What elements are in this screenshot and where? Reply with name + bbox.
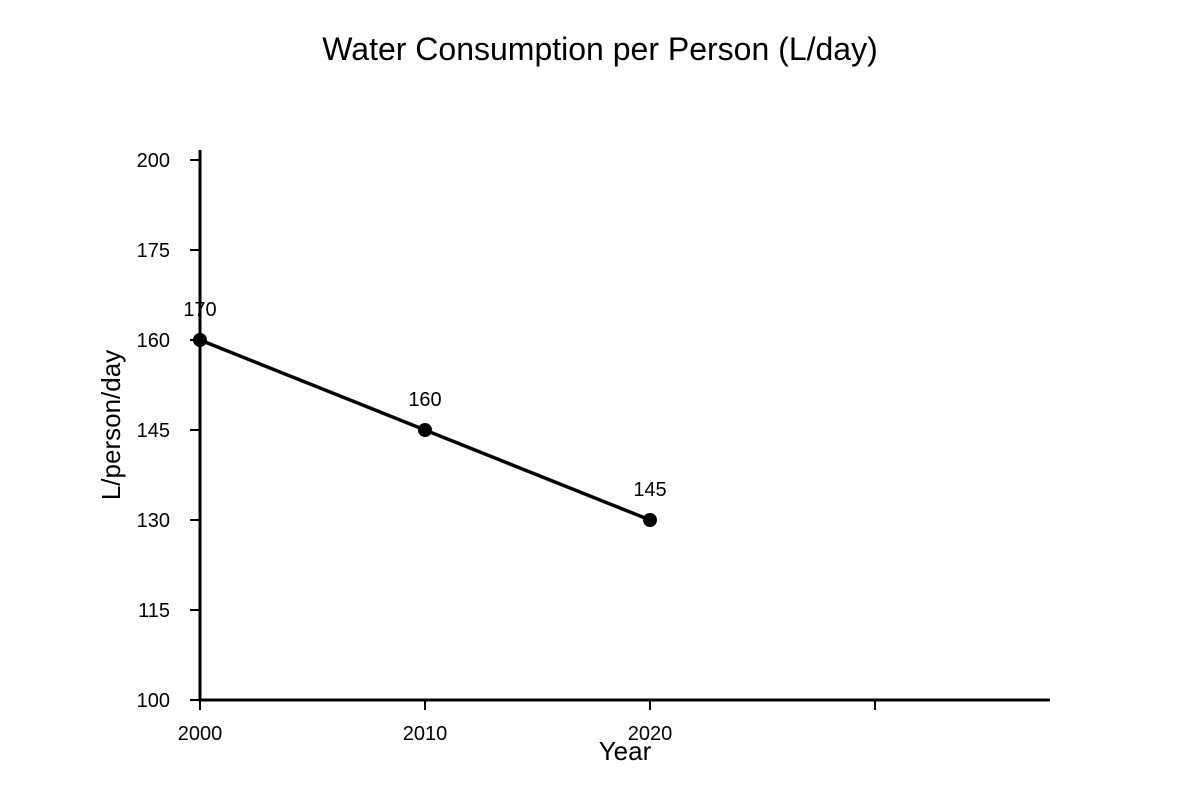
data-point [643,513,657,527]
data-point [418,423,432,437]
chart-title: Water Consumption per Person (L/day) [322,31,878,67]
y-tick-label: 160 [137,330,170,352]
data-label: 160 [408,389,441,411]
x-tick-label: 2000 [178,723,223,745]
data-label: 145 [633,479,666,501]
series-group: 170 160 145 [183,299,667,527]
data-label: 170 [183,299,216,321]
y-axis-ticks: 100 115 130 145 160 175 200 [137,150,200,712]
y-tick-label: 115 [138,600,170,622]
y-axis-title: L/person/day [96,350,126,500]
y-tick-label: 145 [137,420,170,442]
x-axis-ticks: 2000 2010 2020 [178,700,876,745]
x-tick-label: 2010 [403,723,448,745]
y-tick-label: 175 [137,240,170,262]
x-axis-title: Year [599,736,652,766]
y-tick-label: 100 [137,690,170,712]
x-tick-label: 2020 [628,723,673,745]
y-tick-label: 200 [137,150,170,172]
y-tick-label: 130 [137,510,170,532]
data-point [193,333,207,347]
